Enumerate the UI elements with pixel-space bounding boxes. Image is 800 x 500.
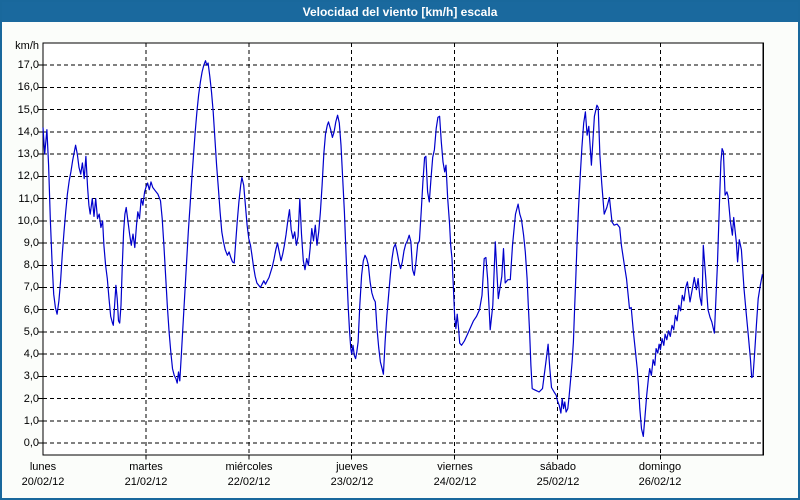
day-name: domingo <box>638 461 682 473</box>
y-tick-label: 16,0 <box>17 81 39 93</box>
y-tick-label: 1,0 <box>23 415 39 427</box>
plot-frame <box>42 42 764 456</box>
day-name: viernes <box>437 461 473 473</box>
x-axis-day-label: miércoles 22/02/12 <box>194 460 304 490</box>
day-name: sábado <box>539 461 577 473</box>
day-date: 20/02/12 <box>21 476 65 488</box>
day-date: 23/02/12 <box>330 476 374 488</box>
y-tick-label: 5,0 <box>23 326 39 338</box>
day-date: 26/02/12 <box>638 476 682 488</box>
y-tick-label: 6,0 <box>23 304 39 316</box>
y-tick-label: 9,0 <box>23 237 39 249</box>
y-tick-label: 12,0 <box>17 170 39 182</box>
day-date: 25/02/12 <box>536 476 580 488</box>
y-tick-label: 4,0 <box>23 348 39 360</box>
day-date: 21/02/12 <box>124 476 168 488</box>
y-tick-label: 14,0 <box>17 126 39 138</box>
y-tick-label: 7,0 <box>23 281 39 293</box>
day-date: 24/02/12 <box>433 476 477 488</box>
day-name: jueves <box>336 461 368 473</box>
y-tick-label: 3,0 <box>23 370 39 382</box>
x-axis-day-label: domingo 26/02/12 <box>605 460 715 490</box>
y-tick-label: 0,0 <box>23 437 39 449</box>
y-tick-label: 13,0 <box>17 148 39 160</box>
y-tick-label: 17,0 <box>17 59 39 71</box>
x-axis-day-label: lunes 20/02/12 <box>2 460 98 490</box>
wind-speed-line <box>42 60 763 437</box>
x-axis-day-label: jueves 23/02/12 <box>297 460 407 490</box>
window-title: Velocidad del viento [km/h] escala <box>302 5 498 19</box>
x-axis-day-label: martes 21/02/12 <box>91 460 201 490</box>
y-tick-label: 11,0 <box>18 193 39 205</box>
day-date: 22/02/12 <box>227 476 271 488</box>
y-tick-label: 8,0 <box>23 259 39 271</box>
x-axis-day-label: viernes 24/02/12 <box>400 460 510 490</box>
y-tick-label: 10,0 <box>17 215 39 227</box>
plot-area <box>43 43 764 455</box>
y-tick-label: 15,0 <box>17 104 39 116</box>
y-tick-label: 2,0 <box>23 393 39 405</box>
day-name: lunes <box>29 461 57 473</box>
day-name: miércoles <box>225 461 273 473</box>
y-axis-unit-label: km/h <box>15 40 39 52</box>
day-name: martes <box>129 461 163 473</box>
x-axis-day-label: sábado 25/02/12 <box>503 460 613 490</box>
titlebar: Velocidad del viento [km/h] escala <box>2 2 798 22</box>
